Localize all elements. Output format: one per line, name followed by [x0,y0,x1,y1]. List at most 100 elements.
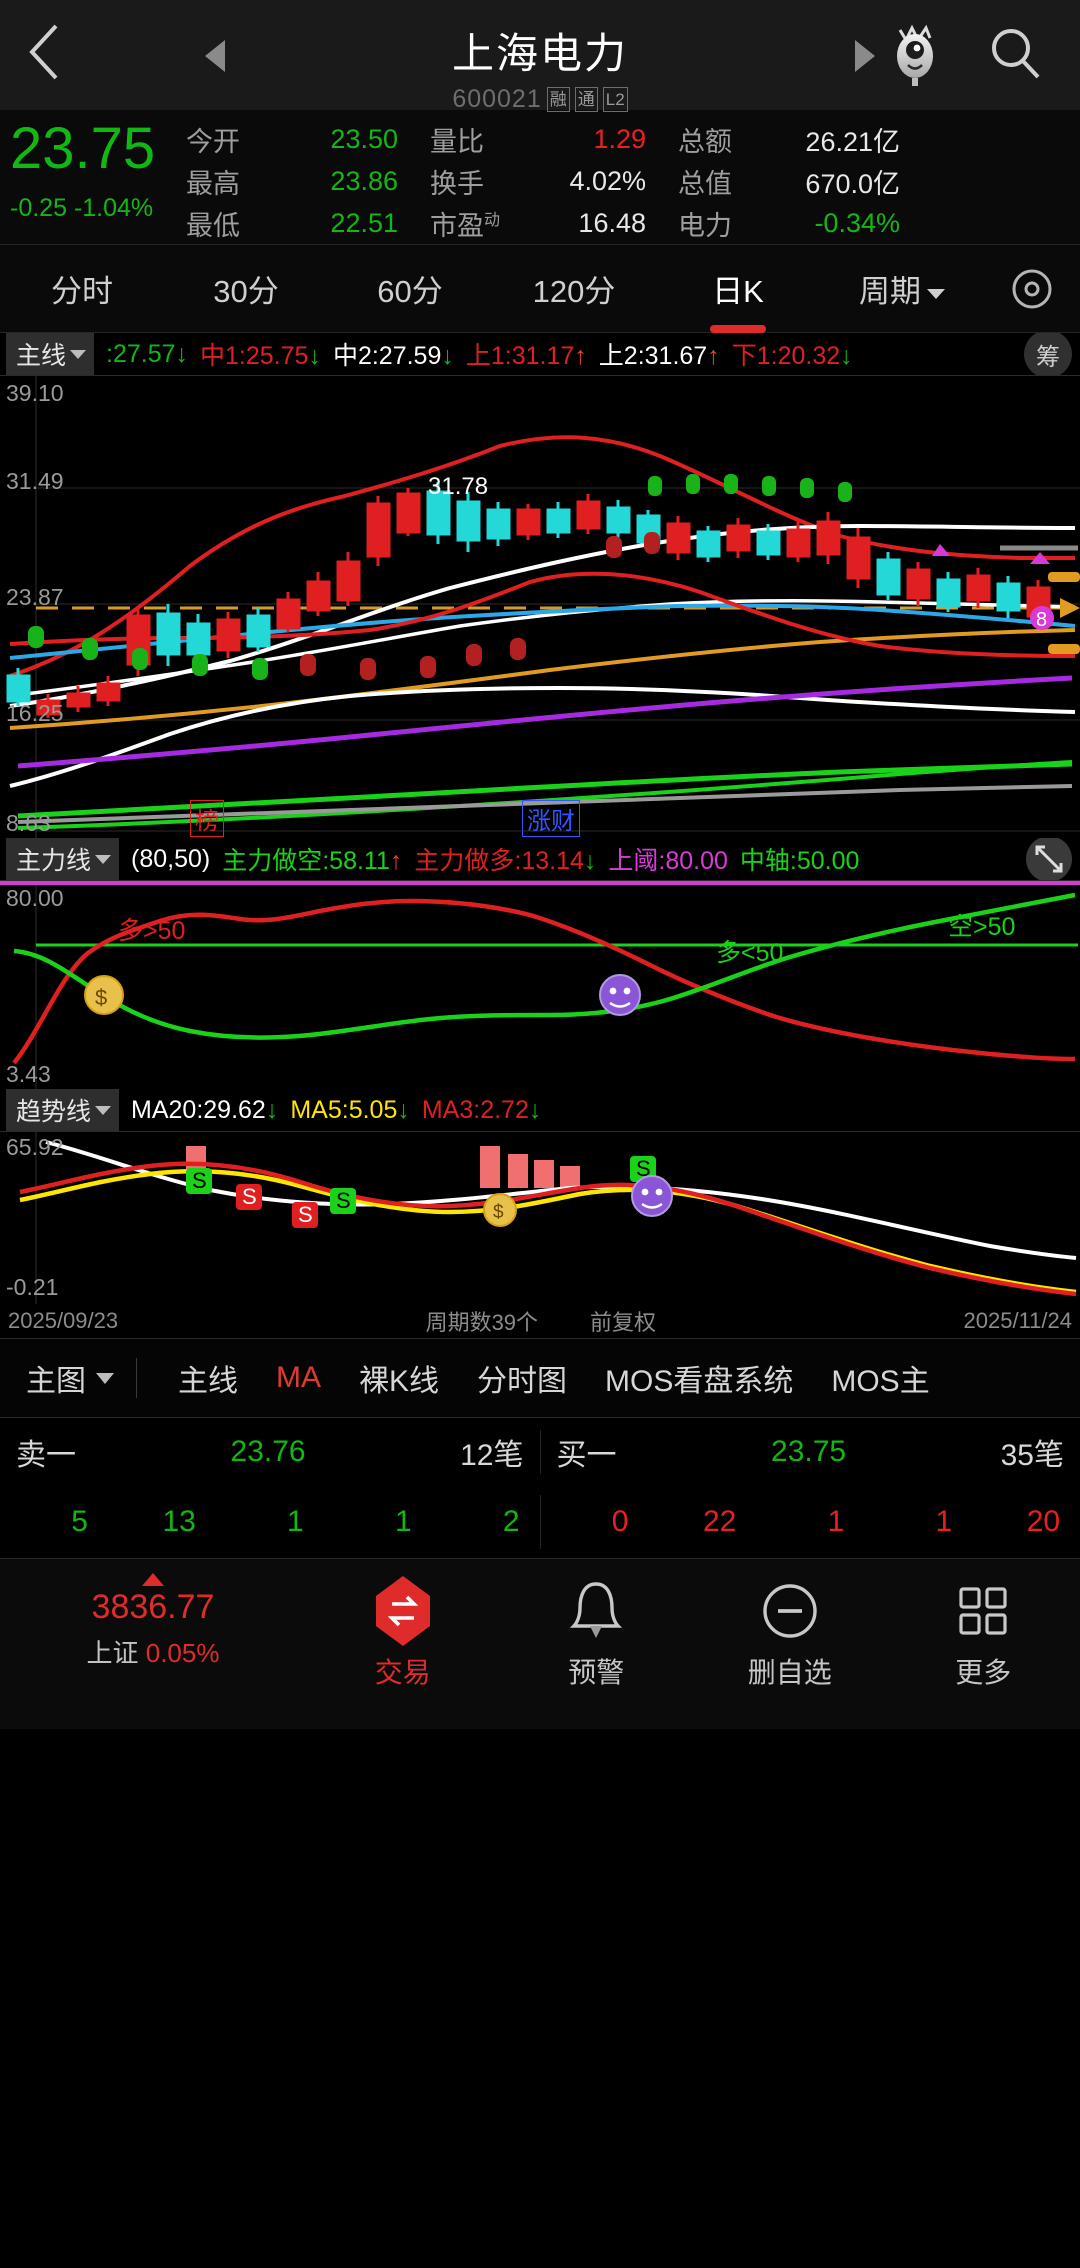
svg-text:多<50: 多<50 [716,939,783,967]
order-book-separator [539,1495,541,1549]
field-label-low: 最低 [186,210,240,241]
sell-num-1: 13 [162,1505,196,1538]
force-params: (80,50) [131,844,211,873]
buy-price: 23.75 [771,1435,847,1468]
svg-text:S: S [192,1168,207,1193]
quote-fields-grid: 今开 23.50 量比 1.29 总额 26.21亿 最高 23.86 换手 4… [186,118,1080,244]
main-chart-selector[interactable]: 主图 [0,1356,136,1400]
stock-title-block: 上海电力 600021 融 通 L2 [0,20,1080,114]
next-stock-icon[interactable] [855,40,875,72]
mainline-val-2: 中2:27.59↓ [332,342,454,370]
tool-mos-main[interactable]: MOS主 [831,1365,930,1398]
chart-settings-icon[interactable] [984,266,1080,312]
adjust-type: 前复权 [590,1310,657,1335]
back-chevron-icon[interactable] [24,22,68,82]
mainline-val-0: :27.57↓ [106,339,189,368]
tab-30min[interactable]: 30分 [213,274,279,309]
annotation-bang: 榜 [190,800,224,837]
tab-dayk[interactable]: 日K [656,266,820,311]
main-indicator-header: 主线 :27.57↓ 中1:25.75↓ 中2:27.59↓ 上1:31.17↑… [0,330,1080,378]
main-axis-tick-4: 8.63 [6,810,51,836]
annotation-zhangcai: 涨财 [522,800,580,837]
tool-bare-k[interactable]: 裸K线 [359,1365,440,1398]
tools-divider [136,1358,137,1398]
prev-stock-icon[interactable] [205,40,225,72]
nav-alert[interactable]: 预警 [500,1573,694,1691]
order-book-top: 卖一 23.76 12笔 买一 23.75 35笔 [0,1418,1080,1486]
main-axis-tick-0: 39.10 [6,380,64,406]
svg-text:$: $ [95,985,107,1010]
main-chart-panel[interactable]: 8 31.78 39.10 31.49 23.87 16.25 8.63 榜 涨… [0,375,1080,838]
main-indicator-selector[interactable]: 主线 [6,332,95,376]
force-val-2: 上阈:80.00 [608,847,728,875]
tool-mos-system[interactable]: MOS看盘系统 [605,1365,794,1398]
date-meta: 周期数39个 前复权 [426,1305,657,1337]
bottom-nav: 3836.77 上证 0.05% 交易 预警 [0,1559,1080,1729]
chart-annotation-price: 31.78 [428,473,488,500]
nav-more[interactable]: 更多 [887,1573,1080,1691]
sell-label: 卖一 [16,1439,76,1472]
main-axis-tick-3: 16.25 [6,700,64,726]
buy-num-2: 1 [827,1505,845,1538]
nav-alert-label: 预警 [568,1657,625,1688]
index-widget[interactable]: 3836.77 上证 0.05% [0,1573,306,1670]
buy-row[interactable]: 买一 23.75 35笔 [541,1430,1080,1474]
stock-code: 600021 [452,85,542,113]
trend-val-0: MA20:29.62↓ [131,1095,279,1124]
svg-text:S: S [298,1202,313,1227]
tool-mainline[interactable]: 主线 [178,1365,238,1398]
chips-button[interactable]: 筹 [1024,330,1072,378]
bell-icon [500,1573,694,1649]
svg-text:S: S [336,1188,351,1213]
price-block: 23.75 -0.25 -1.04% [0,118,186,244]
index-up-arrow-icon [142,1573,164,1586]
force-chart-panel[interactable]: $ 多>50 多<50 空>50 80.00 3.43 [0,880,1080,1089]
last-price: 23.75 [10,116,156,181]
field-value-sector: -0.34% [814,207,900,238]
tool-ma[interactable]: MA [276,1361,321,1394]
tab-period-menu[interactable]: 周期 [820,266,984,311]
svg-text:S: S [636,1156,651,1181]
trend-val-1: MA5:5.05↓ [290,1095,410,1124]
expand-arrows-icon[interactable] [1026,836,1072,882]
page-title: 上海电力 [451,30,628,77]
force-indicator-header: 主力线 (80,50) 主力做空:58.11↑ 主力做多:13.14↓ 上阈:8… [0,836,1080,882]
tab-60min[interactable]: 60分 [377,274,443,309]
index-value: 3836.77 [91,1588,215,1626]
period-tabs: 分时 30分 60分 120分 日K 周期 [0,245,1080,333]
field-label-marketcap: 总值 [678,168,732,199]
trend-val-2: MA3:2.72↓ [421,1095,542,1124]
tab-fenshi[interactable]: 分时 [51,274,113,309]
nav-trade[interactable]: 交易 [306,1573,500,1691]
field-value-amount: 26.21亿 [805,126,900,157]
field-value-high: 23.86 [330,165,398,196]
main-axis-tick-2: 23.87 [6,584,64,610]
badge-l2: L2 [602,87,628,112]
stock-code-row: 600021 融 通 L2 [0,85,1080,114]
force-indicator-selector[interactable]: 主力线 [6,837,120,881]
sell-row[interactable]: 卖一 23.76 12笔 [0,1430,541,1474]
field-label-open: 今开 [186,126,240,157]
field-label-sector[interactable]: 电力 [678,210,732,241]
trend-indicator-selector[interactable]: 趋势线 [6,1088,120,1132]
svg-text:S: S [242,1184,257,1209]
field-label-volratio: 量比 [430,126,484,157]
tab-120min[interactable]: 120分 [532,274,616,309]
svg-text:空>50: 空>50 [948,913,1015,941]
trend-chart-panel[interactable]: S S S S S $ 65.92 -0.21 [0,1131,1080,1304]
main-axis-tick-1: 31.49 [6,468,64,494]
grid-more-icon [887,1573,1080,1649]
force-val-3: 中轴:50.00 [739,847,860,875]
tool-fenshi[interactable]: 分时图 [477,1365,568,1398]
field-value-turnover: 4.02% [569,165,646,196]
sell-num-2: 1 [287,1505,304,1538]
index-pct: 0.05% [145,1638,220,1668]
nav-remove-watchlist[interactable]: 删自选 [693,1573,887,1691]
owl-assistant-icon[interactable] [886,18,948,90]
date-range-row: 2025/09/23 周期数39个 前复权 2025/11/24 [0,1304,1080,1338]
buy-label: 买一 [556,1439,617,1472]
search-icon[interactable] [986,24,1044,82]
order-book: 卖一 23.76 12笔 买一 23.75 35笔 5 13 1 1 2 0 2… [0,1418,1080,1559]
index-sub: 上证 0.05% [0,1633,306,1670]
trade-icon [306,1573,500,1649]
